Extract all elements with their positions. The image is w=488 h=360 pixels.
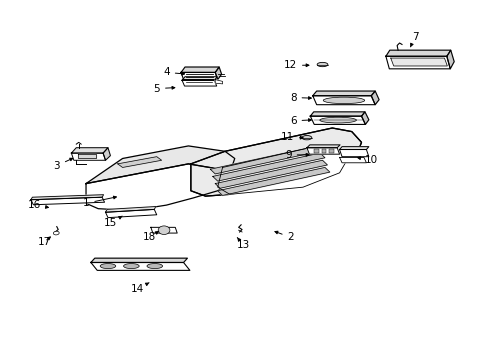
Ellipse shape <box>317 62 327 67</box>
Polygon shape <box>312 91 374 96</box>
Polygon shape <box>306 145 339 148</box>
Polygon shape <box>181 67 219 72</box>
Polygon shape <box>446 50 453 69</box>
Text: 10: 10 <box>357 155 377 165</box>
Polygon shape <box>190 128 361 196</box>
Polygon shape <box>181 72 217 80</box>
Text: 8: 8 <box>289 93 311 103</box>
Ellipse shape <box>123 264 139 269</box>
Text: 12: 12 <box>283 60 308 70</box>
Polygon shape <box>105 210 157 218</box>
Text: 1: 1 <box>82 196 116 208</box>
Polygon shape <box>339 149 368 157</box>
Polygon shape <box>215 67 221 80</box>
Ellipse shape <box>100 264 116 269</box>
Polygon shape <box>217 167 329 195</box>
Polygon shape <box>385 50 450 56</box>
Text: 15: 15 <box>103 216 122 228</box>
Polygon shape <box>103 148 110 160</box>
Text: 17: 17 <box>38 237 51 247</box>
Polygon shape <box>86 164 229 211</box>
Polygon shape <box>210 146 322 174</box>
Polygon shape <box>385 56 449 69</box>
Polygon shape <box>390 58 447 66</box>
Text: 18: 18 <box>142 231 159 242</box>
Polygon shape <box>339 147 368 149</box>
Text: 16: 16 <box>28 200 48 210</box>
Text: 2: 2 <box>274 231 294 242</box>
Polygon shape <box>215 160 327 188</box>
Text: 6: 6 <box>289 116 311 126</box>
Bar <box>329 149 333 153</box>
Text: 5: 5 <box>153 84 174 94</box>
Polygon shape <box>212 153 325 181</box>
Polygon shape <box>151 227 177 233</box>
Polygon shape <box>71 148 108 153</box>
Polygon shape <box>31 195 103 200</box>
Polygon shape <box>78 154 96 158</box>
Polygon shape <box>217 146 346 194</box>
Text: 13: 13 <box>236 238 250 250</box>
Text: 14: 14 <box>130 283 149 294</box>
Text: 11: 11 <box>280 132 303 142</box>
Ellipse shape <box>53 231 59 235</box>
Text: 9: 9 <box>285 150 308 160</box>
Polygon shape <box>182 77 217 80</box>
Polygon shape <box>306 148 339 154</box>
Ellipse shape <box>319 117 356 123</box>
Polygon shape <box>310 112 364 116</box>
Circle shape <box>158 226 169 234</box>
Polygon shape <box>118 157 161 167</box>
Ellipse shape <box>147 264 162 269</box>
Polygon shape <box>312 96 374 105</box>
Bar <box>313 149 318 153</box>
Polygon shape <box>215 80 222 84</box>
Bar <box>321 149 326 153</box>
Polygon shape <box>105 207 156 212</box>
Polygon shape <box>361 112 368 125</box>
Polygon shape <box>370 91 378 105</box>
Polygon shape <box>31 197 104 205</box>
Ellipse shape <box>323 97 364 104</box>
Polygon shape <box>91 262 189 270</box>
Polygon shape <box>86 146 234 184</box>
Polygon shape <box>91 258 187 262</box>
Text: 7: 7 <box>409 32 418 47</box>
Text: 3: 3 <box>53 158 73 171</box>
Text: 4: 4 <box>163 67 184 77</box>
Ellipse shape <box>302 135 311 140</box>
Polygon shape <box>310 116 365 125</box>
Polygon shape <box>71 153 105 160</box>
Polygon shape <box>339 157 366 163</box>
Polygon shape <box>190 128 361 196</box>
Polygon shape <box>182 80 216 86</box>
